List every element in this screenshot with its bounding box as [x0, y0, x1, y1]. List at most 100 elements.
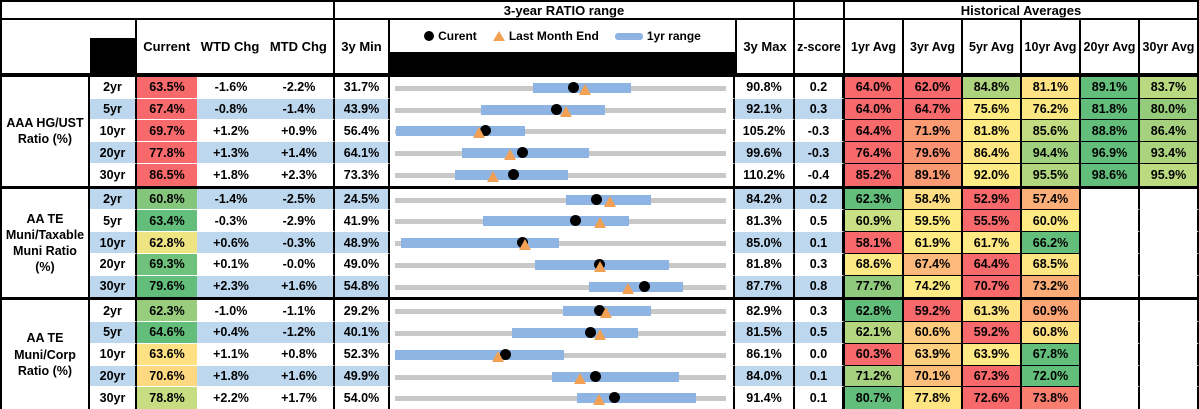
- cell-3y-min: 43.9%: [335, 98, 390, 121]
- cell-avg-5yr-avg: 64.4%: [963, 253, 1022, 276]
- legend-black-bar: [390, 52, 735, 73]
- cell-mtd-chg: -1.4%: [265, 98, 335, 121]
- cell-mtd-chg: +1.7%: [265, 387, 335, 409]
- current-dot: [590, 193, 602, 205]
- cell-current: 63.4%: [137, 210, 197, 233]
- cell-avg-1yr-avg: 62.3%: [845, 188, 904, 211]
- last-month-end-triangle: [593, 217, 606, 229]
- cell-z-score: 0.2: [795, 188, 845, 211]
- cell-3y-min: 54.8%: [335, 275, 390, 298]
- cell-avg-10yr-avg: 57.4%: [1022, 188, 1081, 211]
- cell-avg-5yr-avg: 55.5%: [963, 210, 1022, 233]
- cell-avg-20yr-avg: [1081, 322, 1140, 344]
- cell-z-score: 0.5: [795, 210, 845, 233]
- range-chart-cell: [390, 365, 735, 388]
- cell-avg-1yr-avg: 64.0%: [845, 77, 904, 99]
- legend-1yr-range: 1yr range: [614, 29, 701, 43]
- cell-avg-10yr-avg: 73.2%: [1022, 275, 1081, 298]
- cell-avg-3yr-avg: 71.9%: [904, 120, 963, 143]
- cell-avg-20yr-avg: [1081, 365, 1140, 388]
- cell-avg-10yr-avg: 68.5%: [1022, 253, 1081, 276]
- legend-1yr-range-label: 1yr range: [646, 29, 701, 43]
- range-chart-cell: [390, 300, 735, 323]
- 3y-range-line: [395, 197, 726, 203]
- cell-mtd-chg: -2.5%: [265, 188, 335, 211]
- current-dot: [479, 125, 491, 137]
- cell-3y-max: 85.0%: [735, 232, 795, 254]
- cell-tenor: 10yr: [90, 120, 137, 143]
- cell-avg-30yr-avg: [1140, 275, 1199, 298]
- col-header-30yr-avg: 30yr Avg: [1140, 20, 1197, 73]
- cell-avg-1yr-avg: 60.3%: [845, 343, 904, 366]
- cell-avg-3yr-avg: 58.4%: [904, 188, 963, 211]
- last-month-end-triangle: [593, 260, 606, 272]
- cell-avg-30yr-avg: 80.0%: [1140, 98, 1199, 121]
- cell-current: 63.6%: [137, 343, 197, 366]
- 3y-range-line: [395, 129, 726, 135]
- cell-current: 69.7%: [137, 120, 197, 143]
- cell-3y-max: 105.2%: [735, 120, 795, 143]
- cell-avg-30yr-avg: 93.4%: [1140, 142, 1199, 164]
- cell-z-score: 0.3: [795, 300, 845, 323]
- cell-avg-20yr-avg: [1081, 275, 1140, 298]
- col-header-3yr-avg: 3yr Avg: [904, 20, 961, 73]
- col-header-current: Current: [143, 39, 191, 54]
- cell-tenor: 20yr: [90, 142, 137, 164]
- group-label: AA TE Muni/Taxable Muni Ratio (%): [0, 188, 90, 298]
- cell-3y-max: 99.6%: [735, 142, 795, 164]
- cell-avg-20yr-avg: 89.1%: [1081, 77, 1140, 99]
- cell-3y-max: 110.2%: [735, 163, 795, 186]
- cell-tenor: 5yr: [90, 210, 137, 233]
- cell-avg-10yr-avg: 95.5%: [1022, 163, 1081, 186]
- cell-avg-5yr-avg: 92.0%: [963, 163, 1022, 186]
- group-label: AA TE Muni/Corp Ratio (%): [0, 300, 90, 409]
- 1yr-range-bar: [395, 349, 565, 360]
- cell-avg-3yr-avg: 67.4%: [904, 253, 963, 276]
- cell-z-score: 0.1: [795, 365, 845, 388]
- cell-avg-1yr-avg: 71.2%: [845, 365, 904, 388]
- cell-z-score: -0.3: [795, 120, 845, 143]
- last-month-end-triangle: [486, 170, 499, 182]
- last-month-end-triangle: [574, 372, 587, 384]
- cell-wtd-chg: -0.3%: [197, 210, 265, 233]
- cell-avg-30yr-avg: [1140, 232, 1199, 254]
- cell-tenor: 2yr: [90, 300, 137, 323]
- current-dot: [550, 103, 562, 115]
- range-section-title: 3-year RATIO range: [335, 2, 793, 18]
- cell-3y-max: 84.2%: [735, 188, 795, 211]
- cell-avg-3yr-avg: 79.6%: [904, 142, 963, 164]
- group-label: AAA HG/UST Ratio (%): [0, 77, 90, 186]
- cell-avg-3yr-avg: 60.6%: [904, 322, 963, 344]
- cell-avg-3yr-avg: 59.5%: [904, 210, 963, 233]
- legend-last-month-end: Last Month End: [492, 29, 599, 43]
- cell-avg-1yr-avg: 62.1%: [845, 322, 904, 344]
- cell-avg-5yr-avg: 86.4%: [963, 142, 1022, 164]
- col-header-3y-max: 3y Max: [737, 20, 793, 73]
- range-chart-cell: [390, 322, 735, 344]
- cell-avg-20yr-avg: [1081, 188, 1140, 211]
- cell-avg-1yr-avg: 80.7%: [845, 387, 904, 409]
- cell-3y-min: 73.3%: [335, 163, 390, 186]
- cell-wtd-chg: +0.1%: [197, 253, 265, 276]
- cell-avg-5yr-avg: 52.9%: [963, 188, 1022, 211]
- cell-mtd-chg: +1.6%: [265, 275, 335, 298]
- cell-avg-3yr-avg: 62.0%: [904, 77, 963, 99]
- cell-avg-1yr-avg: 76.4%: [845, 142, 904, 164]
- cell-wtd-chg: +0.4%: [197, 322, 265, 344]
- cell-tenor: 30yr: [90, 387, 137, 409]
- 3y-range-line: [395, 309, 726, 315]
- cell-avg-10yr-avg: 73.8%: [1022, 387, 1081, 409]
- cell-wtd-chg: -1.4%: [197, 188, 265, 211]
- current-dot: [570, 215, 582, 227]
- 1yr-range-bar: [483, 216, 629, 227]
- cell-avg-20yr-avg: [1081, 210, 1140, 233]
- cell-3y-max: 86.1%: [735, 343, 795, 366]
- col-header-10yr-avg: 10yr Avg: [1022, 20, 1079, 73]
- cell-avg-5yr-avg: 70.7%: [963, 275, 1022, 298]
- cell-avg-5yr-avg: 59.2%: [963, 322, 1022, 344]
- cell-3y-max: 87.7%: [735, 275, 795, 298]
- cell-z-score: 0.2: [795, 77, 845, 99]
- cell-mtd-chg: -1.2%: [265, 322, 335, 344]
- cell-current: 86.5%: [137, 163, 197, 186]
